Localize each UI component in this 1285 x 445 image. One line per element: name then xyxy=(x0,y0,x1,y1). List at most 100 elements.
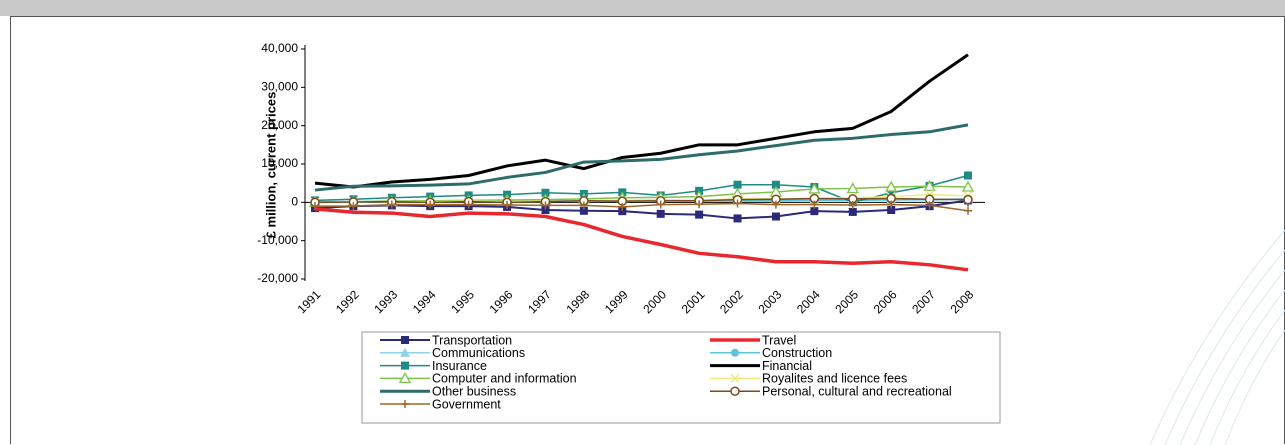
legend-item: Insurance xyxy=(380,359,487,373)
y-tick-label: 10,000 xyxy=(261,156,298,170)
x-tick-label: 2006 xyxy=(871,287,900,316)
data-point xyxy=(541,188,550,197)
data-point xyxy=(887,206,896,214)
data-point xyxy=(808,182,821,194)
data-point xyxy=(464,200,473,209)
x-tick-label: 1992 xyxy=(333,287,362,316)
legend-marker xyxy=(730,373,740,383)
data-point xyxy=(887,188,896,197)
legend-marker xyxy=(731,348,739,357)
data-point xyxy=(846,182,859,194)
data-point xyxy=(426,200,435,209)
data-point xyxy=(848,207,857,216)
legend-label: Insurance xyxy=(432,359,487,373)
x-tick-label: 1996 xyxy=(487,287,516,316)
x-tick-label: 1991 xyxy=(295,287,324,316)
x-tick-label: 1993 xyxy=(371,287,400,316)
legend-item: Financial xyxy=(710,359,812,373)
series-line xyxy=(314,207,969,272)
x-tick-label: 2008 xyxy=(948,287,977,316)
legend-label: Computer and information xyxy=(432,372,577,386)
data-point xyxy=(810,200,819,209)
legend-item: Construction xyxy=(710,346,832,360)
series-line xyxy=(314,123,969,192)
x-tick-label: 1995 xyxy=(448,287,477,316)
data-point xyxy=(923,179,936,191)
data-point xyxy=(695,210,704,219)
legend-item: Other business xyxy=(380,384,516,398)
data-point xyxy=(961,180,975,192)
data-point xyxy=(349,202,358,211)
data-point xyxy=(963,194,973,205)
series-line xyxy=(314,197,969,204)
data-point xyxy=(925,201,934,210)
data-point xyxy=(579,206,588,215)
data-point xyxy=(810,207,819,216)
data-point xyxy=(733,180,742,189)
series-line xyxy=(314,53,969,189)
legend xyxy=(361,331,1001,424)
legend-label: Communications xyxy=(432,346,525,360)
legend-label: Travel xyxy=(762,333,796,347)
data-point xyxy=(618,202,627,211)
data-point xyxy=(579,201,588,210)
legend-label: Transportation xyxy=(432,333,512,347)
x-tick-label: 2003 xyxy=(756,287,785,316)
legend-label: Royalites and licence fees xyxy=(762,372,907,386)
y-tick-label: -10,000 xyxy=(257,233,298,247)
series-line xyxy=(314,185,969,204)
x-tick-label: 2001 xyxy=(679,287,708,316)
series-line xyxy=(315,202,969,212)
y-tick-label: -20,000 xyxy=(257,271,298,285)
legend-marker xyxy=(400,347,410,357)
y-axis-label: £ million, current prices xyxy=(263,92,278,239)
header-bar xyxy=(0,0,1285,16)
legend-marker xyxy=(398,372,412,384)
legend-marker xyxy=(401,336,409,344)
legend-marker xyxy=(401,361,409,370)
legend-item: Travel xyxy=(710,333,796,347)
legend-item: Transportation xyxy=(380,333,512,347)
y-tick-label: 0 xyxy=(291,195,298,209)
x-tick-label: 1999 xyxy=(602,287,631,316)
data-point xyxy=(964,171,972,180)
x-tick-label: 2000 xyxy=(640,287,669,316)
y-tick-label: 40,000 xyxy=(261,41,298,55)
legend-item: Royalites and licence fees xyxy=(710,372,907,386)
data-point xyxy=(771,212,780,221)
series-line xyxy=(314,199,969,220)
data-point xyxy=(848,201,857,210)
legend-label: Financial xyxy=(762,359,812,373)
legend-label: Personal, cultural and recreational xyxy=(762,384,952,398)
x-tick-label: 2005 xyxy=(832,287,861,316)
data-point xyxy=(771,200,780,209)
legend-marker xyxy=(401,400,409,408)
legend-item: Communications xyxy=(380,346,525,360)
x-tick-label: 2007 xyxy=(909,287,938,316)
legend-marker xyxy=(730,386,740,396)
series-line xyxy=(314,174,969,204)
data-point xyxy=(733,199,742,208)
legend-label: Construction xyxy=(762,346,832,360)
data-point xyxy=(311,202,319,211)
data-point xyxy=(695,200,704,209)
y-tick-label: 30,000 xyxy=(261,80,298,94)
x-tick-label: 1998 xyxy=(563,287,592,316)
legend-label: Other business xyxy=(432,384,516,398)
legend-label: Government xyxy=(432,397,501,411)
data-point xyxy=(503,201,512,210)
legend-item: Computer and information xyxy=(380,372,577,386)
x-tick-label: 1994 xyxy=(410,287,439,316)
y-tick-label: 20,000 xyxy=(261,118,298,132)
x-tick-label: 2002 xyxy=(717,287,746,316)
x-tick-label: 1997 xyxy=(525,287,554,316)
data-point xyxy=(541,206,550,214)
data-point xyxy=(656,200,665,209)
data-point xyxy=(885,180,898,192)
data-point xyxy=(964,206,972,215)
data-point xyxy=(771,180,780,189)
data-point xyxy=(887,200,896,209)
x-tick-label: 2004 xyxy=(794,287,823,316)
